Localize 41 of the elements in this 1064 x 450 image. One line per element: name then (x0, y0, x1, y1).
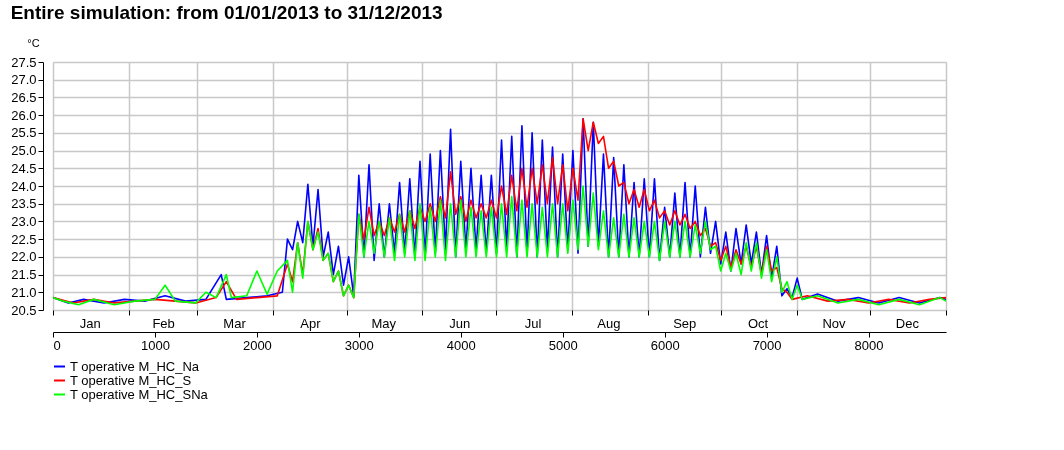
x2-tick-label: May (371, 315, 397, 331)
y-tick-label: 20.5 (11, 302, 37, 318)
x-tick-label: 5000 (548, 337, 578, 353)
y-tick-label: 27.0 (11, 72, 37, 88)
x2-tick-label: Apr (300, 315, 322, 331)
x2-tick-label: Nov (822, 315, 847, 331)
x2-tick-label: Oct (748, 315, 769, 331)
x-tick-label: 4000 (446, 337, 476, 353)
y-tick-label: 23.5 (11, 196, 37, 212)
x2-tick-label: Dec (895, 315, 920, 331)
y-tick-label: 21.5 (11, 267, 37, 283)
x-tick-label: 8000 (854, 337, 884, 353)
y-tick-label: 21.0 (11, 284, 37, 300)
y-tick-label: 24.0 (11, 178, 37, 194)
x2-tick-label: Feb (152, 315, 175, 331)
y-tick-label: 27.5 (11, 54, 37, 70)
y-tick-label: 23.0 (11, 213, 37, 229)
y-tick-label: 25.5 (11, 125, 37, 141)
y-axis-title: °C (27, 36, 40, 49)
y-tick-label: 24.5 (11, 160, 37, 176)
x-tick-label: 1000 (140, 337, 170, 353)
y-tick-label: 22.0 (11, 249, 37, 265)
x2-tick-label: Jan (79, 315, 101, 331)
y-tick-label: 26.5 (11, 89, 37, 105)
x-tick-label: 3000 (344, 337, 374, 353)
legend-label: T operative M_HC_Na (70, 358, 200, 374)
x-tick-label: 2000 (242, 337, 272, 353)
x2-tick-label: Jul (524, 315, 542, 331)
x2-tick-label: Mar (223, 315, 247, 331)
x-tick-label: 6000 (650, 337, 680, 353)
y-tick-label: 22.5 (11, 231, 37, 247)
chart-title: Entire simulation: from 01/01/2013 to 31/12/2013 (10, 2, 443, 23)
y-tick-label: 26.0 (11, 107, 37, 123)
x-tick-label: 0 (53, 337, 61, 353)
line-series (53, 117, 946, 304)
line-series (53, 185, 946, 306)
x2-tick-label: Jun (449, 315, 471, 331)
x2-tick-label: Sep (673, 315, 697, 331)
x2-tick-label: Aug (597, 315, 621, 331)
y-tick-label: 25.0 (11, 143, 37, 159)
x-tick-label: 7000 (752, 337, 782, 353)
